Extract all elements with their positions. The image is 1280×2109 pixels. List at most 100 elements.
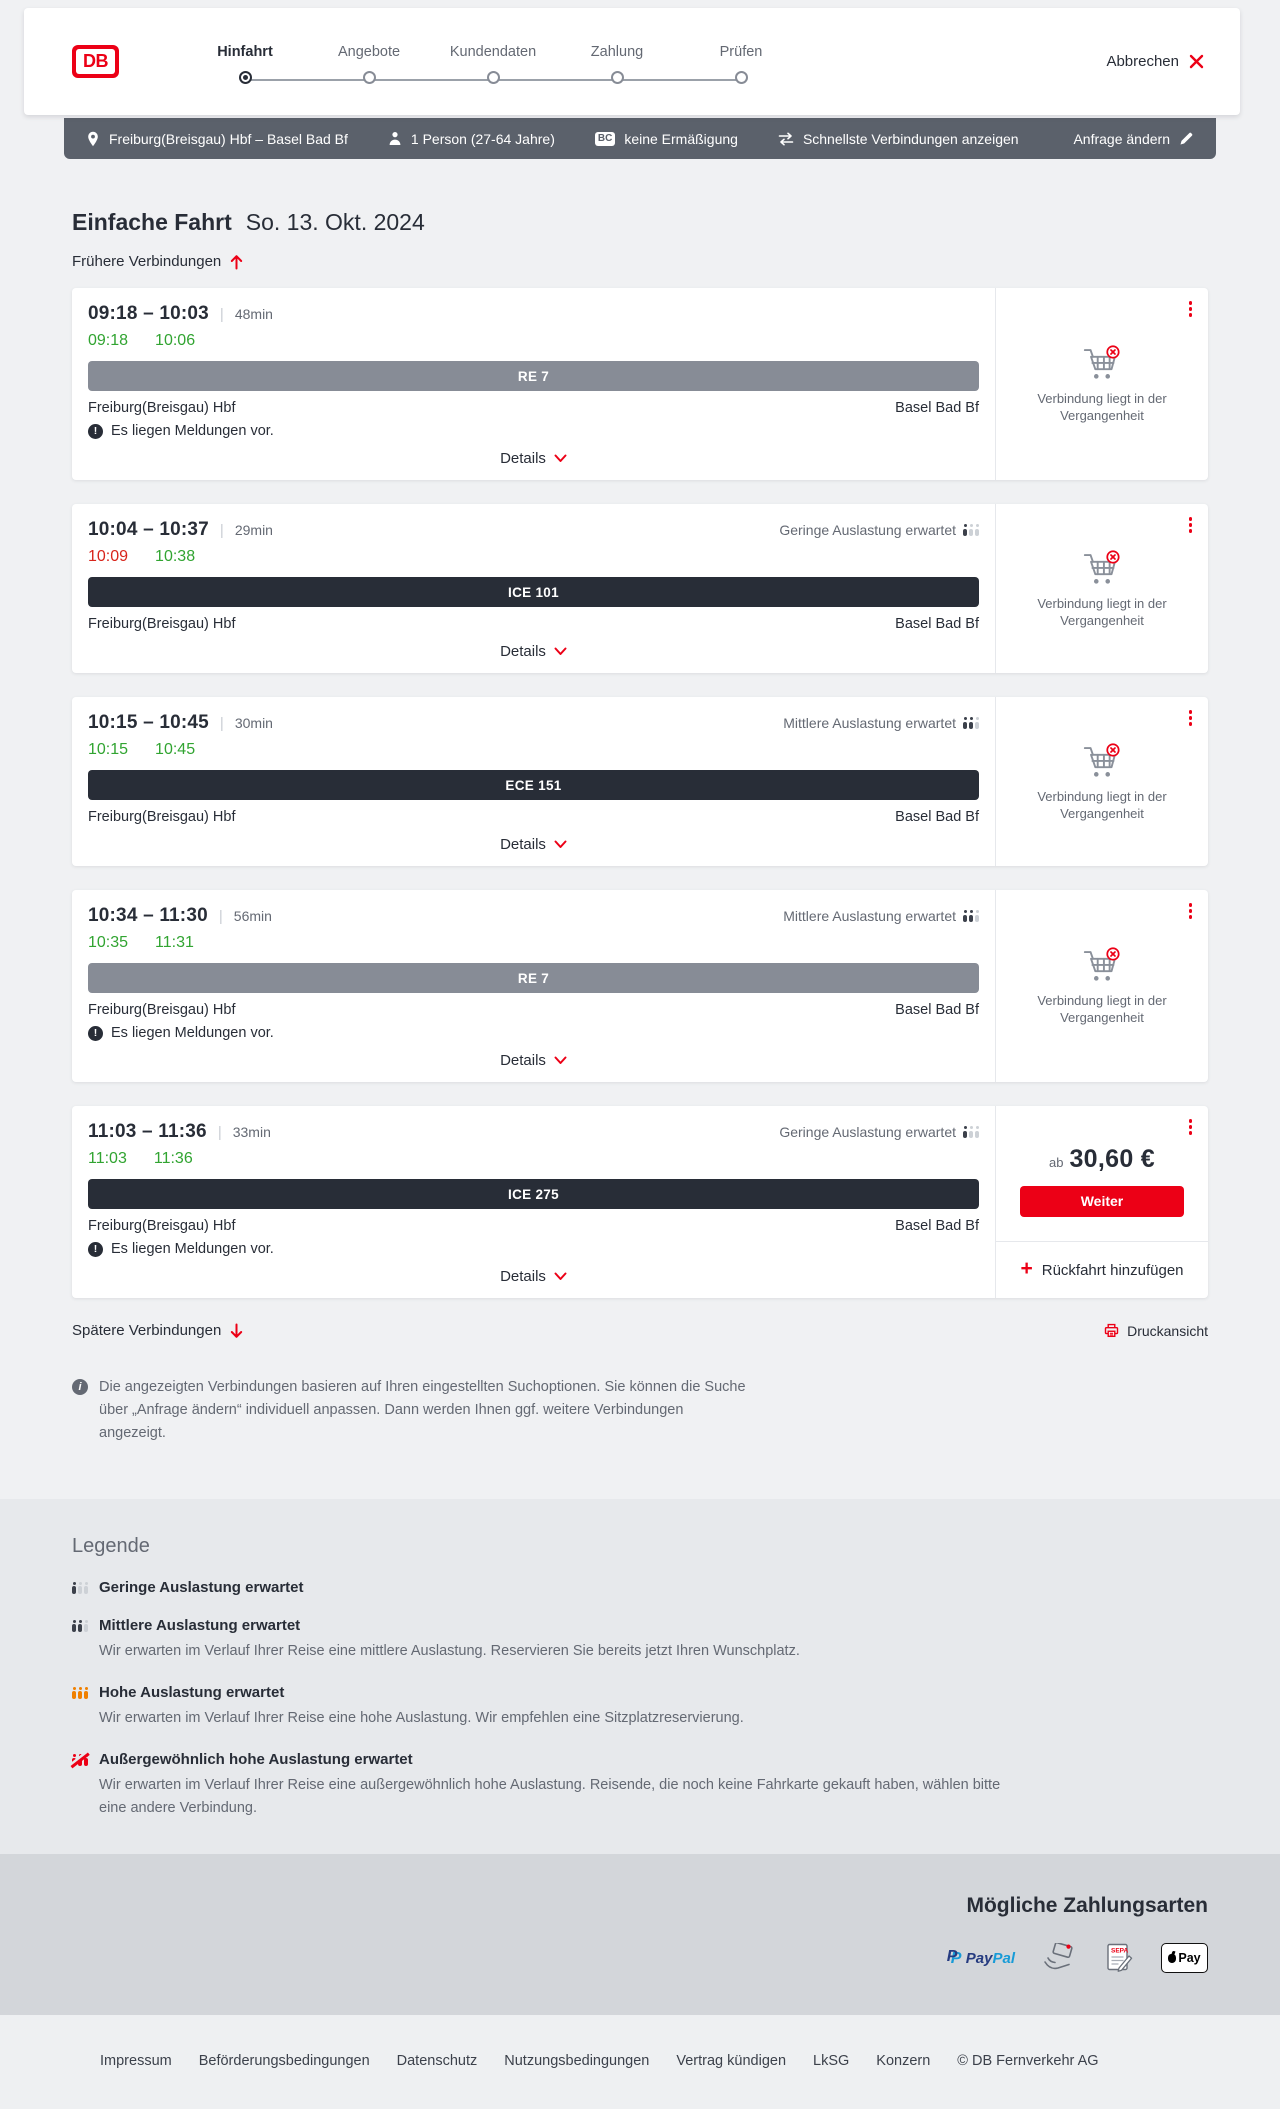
planned-times: 10:04 – 10:37 — [88, 519, 209, 540]
discount-text: keine Ermäßigung — [624, 130, 738, 147]
connection-card: 10:15 – 10:45 | 30min Mittlere Auslastun… — [72, 697, 1208, 866]
occupancy-label: Mittlere Auslastung erwartet — [783, 908, 956, 924]
legend-title: Legende — [72, 1535, 150, 1557]
step-prüfen[interactable]: Prüfen — [679, 44, 803, 84]
cancel-button[interactable]: Abbrechen — [1106, 53, 1204, 70]
legend-item-description: Wir erwarten im Verlauf Ihrer Reise eine… — [99, 1643, 800, 1659]
details-label: Details — [500, 1268, 546, 1285]
step-label: Kundendaten — [449, 43, 537, 60]
more-options-button[interactable] — [1185, 706, 1197, 730]
past-connection-info: Verbindung liegt in der Vergangenheit — [996, 504, 1208, 673]
fastest-connections-option[interactable]: Schnellste Verbindungen anzeigen — [778, 131, 1019, 147]
db-logo-text: DB — [76, 49, 115, 74]
details-toggle[interactable]: Details — [494, 1264, 573, 1289]
connection-side-panel: Verbindung liegt in der Vergangenheit — [995, 697, 1208, 866]
trip-duration: 48min — [234, 306, 273, 322]
details-toggle[interactable]: Details — [494, 832, 573, 857]
actual-departure-time: 09:18 — [88, 332, 129, 349]
footer-link[interactable]: Vertrag kündigen — [676, 2053, 787, 2069]
footer-link[interactable]: Datenschutz — [396, 2053, 478, 2069]
details-toggle[interactable]: Details — [494, 446, 573, 471]
arrow-up-icon — [231, 254, 243, 269]
destination-station: Basel Bad Bf — [895, 1002, 979, 1018]
actual-arrival-time: 10:06 — [155, 332, 196, 349]
step-zahlung[interactable]: Zahlung — [555, 44, 679, 84]
print-view-button[interactable]: Druckansicht — [1104, 1323, 1208, 1339]
past-connection-info: Verbindung liegt in der Vergangenheit — [996, 288, 1208, 480]
footer-link[interactable]: Nutzungsbedingungen — [504, 2053, 650, 2069]
legend-item-label: Mittlere Auslastung erwartet — [99, 1617, 301, 1634]
step-label: Zahlung — [590, 43, 644, 60]
discount-summary: BC keine Ermäßigung — [594, 130, 738, 147]
continue-button[interactable]: Weiter — [1020, 1185, 1184, 1217]
cart-unavailable-icon — [1083, 947, 1120, 981]
footer-link[interactable]: Konzern — [876, 2053, 931, 2069]
legend-item: Mittlere Auslastung erwartet Wir erwarte… — [72, 1617, 1208, 1663]
trip-duration: 56min — [233, 908, 272, 924]
progress-steps: Hinfahrt Angebote Kundendaten Zahlung Pr… — [183, 40, 803, 84]
more-options-button[interactable] — [1185, 297, 1197, 321]
swap-arrows-icon — [778, 132, 794, 145]
print-view-label: Druckansicht — [1127, 1322, 1208, 1339]
details-label: Details — [500, 1052, 546, 1069]
actual-departure-time: 10:15 — [88, 741, 129, 758]
connection-side-panel: ab 30,60 € Weiter + Rückfahrt hinzufügen — [995, 1106, 1208, 1298]
origin-station: Freiburg(Breisgau) Hbf — [88, 400, 236, 416]
price-panel: ab 30,60 € Weiter — [996, 1106, 1208, 1241]
past-connection-info: Verbindung liegt in der Vergangenheit — [996, 697, 1208, 866]
travellers-text: 1 Person (27-64 Jahre) — [410, 130, 555, 147]
occupancy-icon — [963, 910, 979, 922]
past-connection-label: Verbindung liegt in der Vergangenheit — [1037, 993, 1167, 1025]
origin-station: Freiburg(Breisgau) Hbf — [88, 809, 236, 825]
step-dot-icon — [238, 70, 252, 84]
connection-card: 10:04 – 10:37 | 29min Geringe Auslastung… — [72, 504, 1208, 673]
legend-item: Hohe Auslastung erwartet Wir erwarten im… — [72, 1684, 1208, 1730]
step-label: Angebote — [337, 43, 401, 60]
more-options-button[interactable] — [1185, 1115, 1197, 1139]
add-return-label: Rückfahrt hinzufügen — [1041, 1261, 1184, 1279]
footer-link[interactable]: Beförderungsbedingungen — [198, 2053, 370, 2069]
travellers-summary: 1 Person (27-64 Jahre) — [388, 131, 555, 147]
location-pin-icon — [88, 131, 98, 146]
actual-departure-time: 10:35 — [88, 934, 129, 951]
occupancy-label: Geringe Auslastung erwartet — [779, 522, 956, 538]
more-options-button[interactable] — [1185, 513, 1197, 537]
origin-station: Freiburg(Breisgau) Hbf — [88, 1002, 236, 1018]
occupancy-icon — [963, 1126, 979, 1138]
svg-text:SEPA: SEPA — [1111, 1948, 1129, 1955]
notice-row: ! Es liegen Meldungen vor. — [88, 423, 979, 439]
more-options-button[interactable] — [1185, 899, 1197, 923]
step-dot-icon — [362, 70, 376, 84]
footer-links: Impressum Beförderungsbedingungen Datensch… — [100, 2053, 1208, 2069]
actual-arrival-time: 10:38 — [155, 548, 196, 565]
details-toggle[interactable]: Details — [494, 639, 573, 664]
trip-duration: 29min — [234, 522, 273, 538]
occupancy-indicator: Mittlere Auslastung erwartet — [783, 715, 979, 731]
step-angebote[interactable]: Angebote — [307, 44, 431, 84]
trip-type: Einfache Fahrt — [72, 209, 232, 235]
later-connections-button[interactable]: Spätere Verbindungen — [72, 1322, 243, 1339]
occupancy-indicator: Geringe Auslastung erwartet — [779, 522, 979, 538]
details-label: Details — [500, 450, 546, 467]
occupancy-icon — [963, 524, 979, 536]
change-request-button[interactable]: Anfrage ändern — [1073, 131, 1194, 147]
step-hinfahrt[interactable]: Hinfahrt — [183, 44, 307, 84]
connection-side-panel: Verbindung liegt in der Vergangenheit — [995, 890, 1208, 1082]
footer-link[interactable]: Impressum — [100, 2053, 172, 2069]
db-logo: DB — [72, 45, 119, 78]
planned-times: 10:34 – 11:30 — [88, 905, 208, 926]
destination-station: Basel Bad Bf — [895, 400, 979, 416]
footer-link[interactable]: LkSG — [813, 2053, 850, 2069]
step-kundendaten[interactable]: Kundendaten — [431, 44, 555, 84]
add-return-button[interactable]: + Rückfahrt hinzufügen — [996, 1241, 1208, 1298]
earlier-connections-button[interactable]: Frühere Verbindungen — [72, 253, 243, 270]
connection-card: 09:18 – 10:03 | 48min 09:18 10:06 RE 7 F… — [72, 288, 1208, 480]
person-icon — [389, 132, 401, 145]
details-toggle[interactable]: Details — [494, 1048, 573, 1073]
connection-side-panel: Verbindung liegt in der Vergangenheit — [995, 504, 1208, 673]
connection-side-panel: Verbindung liegt in der Vergangenheit — [995, 288, 1208, 480]
price-prefix: ab — [1049, 1154, 1064, 1170]
plus-icon: + — [1020, 1257, 1033, 1280]
